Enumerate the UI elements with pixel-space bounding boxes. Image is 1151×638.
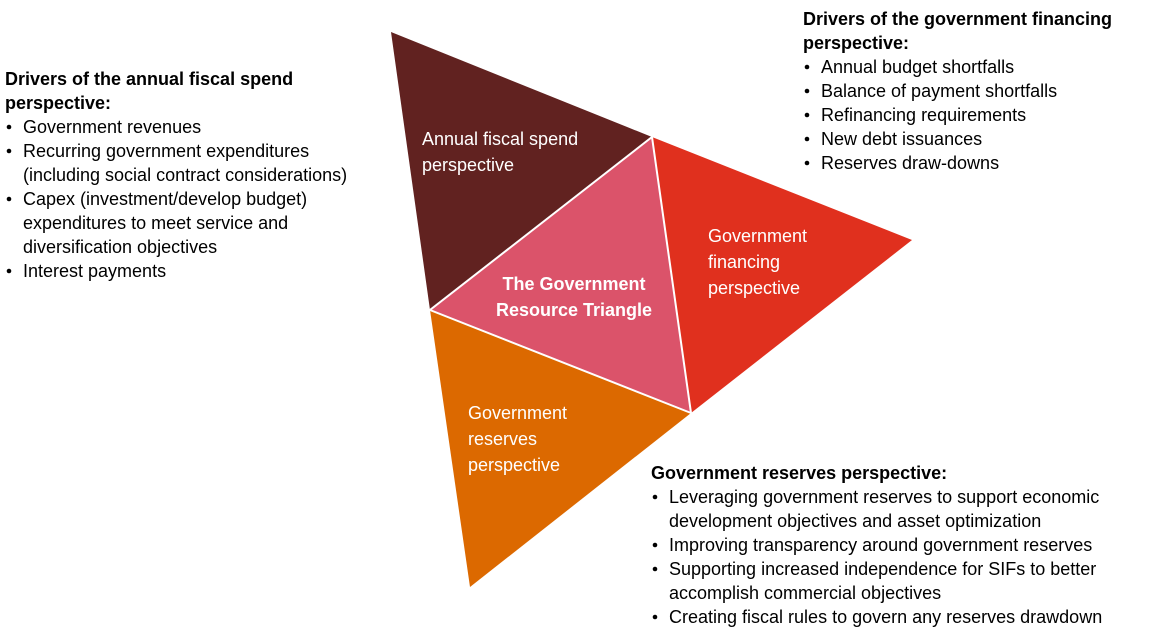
panel-item: accomplish commercial objectives <box>669 583 941 603</box>
bullet <box>6 196 12 202</box>
bullet <box>6 268 12 274</box>
segment-label: financing <box>708 252 780 272</box>
segment-label: reserves <box>468 429 537 449</box>
segment-annual <box>391 32 652 310</box>
panel-item: development objectives and asset optimiz… <box>669 511 1041 531</box>
panel-item: Creating fiscal rules to govern any rese… <box>669 607 1102 627</box>
panel-item: Recurring government expenditures <box>23 141 309 161</box>
panel-item: Annual budget shortfalls <box>821 57 1014 77</box>
panel-title: perspective: <box>803 33 909 53</box>
center-label: The Government <box>502 274 645 294</box>
segment-reserves <box>430 310 691 587</box>
bullet <box>652 542 658 548</box>
segment-center <box>428 135 693 415</box>
panel-item: Reserves draw-downs <box>821 153 999 173</box>
panel-item: Government revenues <box>23 117 201 137</box>
segment-label: Annual fiscal spend <box>422 129 578 149</box>
panel-title: Government reserves perspective: <box>651 463 947 483</box>
bullet <box>652 614 658 620</box>
bullet <box>652 566 658 572</box>
panel-title: Drivers of the government financing <box>803 9 1112 29</box>
bullet <box>804 136 810 142</box>
panel-item: New debt issuances <box>821 129 982 149</box>
bullet <box>6 148 12 154</box>
bullet <box>804 64 810 70</box>
bullet <box>804 112 810 118</box>
panel-item: Improving transparency around government… <box>669 535 1092 555</box>
panel-item: Supporting increased independence for SI… <box>669 559 1096 579</box>
bullet <box>804 88 810 94</box>
segment-label: Government <box>468 403 567 423</box>
segment-label: perspective <box>708 278 800 298</box>
segment-label: perspective <box>468 455 560 475</box>
segment-financing <box>652 137 912 413</box>
center-label: Resource Triangle <box>496 300 652 320</box>
panel-item: Refinancing requirements <box>821 105 1026 125</box>
panel-item: expenditures to meet service and <box>23 213 288 233</box>
panel-item: Interest payments <box>23 261 166 281</box>
panel-item: Leveraging government reserves to suppor… <box>669 487 1099 507</box>
segment-label: Government <box>708 226 807 246</box>
bullet <box>804 160 810 166</box>
panel-title: Drivers of the annual fiscal spend <box>5 69 293 89</box>
panel-title: perspective: <box>5 93 111 113</box>
panel-item: Capex (investment/develop budget) <box>23 189 307 209</box>
bullet <box>652 494 658 500</box>
panel-item: Balance of payment shortfalls <box>821 81 1057 101</box>
panel-item: diversification objectives <box>23 237 217 257</box>
panel-item: (including social contract consideration… <box>23 165 347 185</box>
bullet <box>6 124 12 130</box>
segment-label: perspective <box>422 155 514 175</box>
